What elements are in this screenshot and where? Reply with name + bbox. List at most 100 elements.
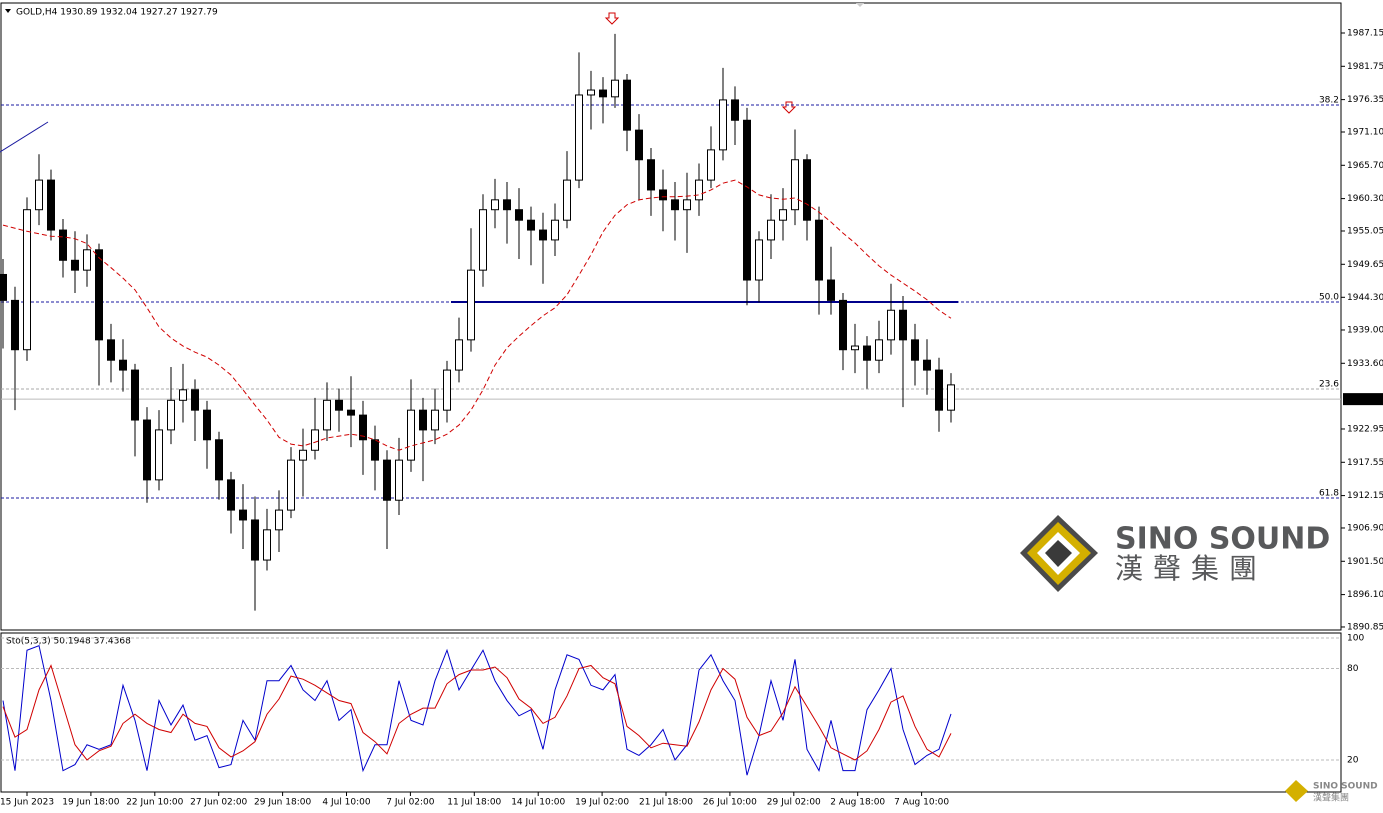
candle-body — [515, 209, 523, 221]
level-label: 38.2 — [1319, 95, 1339, 105]
candle-body — [683, 199, 691, 211]
logo: SINO SOUND 漢聲集團 — [1020, 515, 1330, 592]
candle-body — [539, 229, 547, 241]
candle-body — [299, 449, 307, 461]
candle-body — [635, 129, 643, 161]
candle-body — [395, 459, 403, 501]
candle-body — [263, 529, 271, 561]
stoch-tick-label: 20 — [1347, 755, 1359, 765]
candle-body — [827, 279, 835, 301]
candle-body — [731, 99, 739, 121]
y-tick-label: 1901.50 — [1347, 557, 1383, 567]
x-tick-label: 19 Jun 18:00 — [62, 798, 119, 808]
candle-body — [491, 199, 499, 211]
level-label: 23.6 — [1319, 380, 1339, 390]
candle-body — [923, 359, 931, 371]
trend-line — [0, 121, 49, 153]
level-label: 61.8 — [1319, 489, 1339, 499]
candle-body — [107, 339, 115, 361]
y-tick-label: 1944.30 — [1347, 293, 1383, 303]
candle-body — [899, 309, 907, 341]
candle-body — [11, 299, 19, 351]
candle-body — [347, 409, 355, 416]
candle-body — [671, 199, 679, 211]
x-tick-label: 29 Jun 18:00 — [254, 798, 311, 808]
x-tick-label: 4 Jul 10:00 — [322, 798, 371, 808]
y-tick-label: 1939.00 — [1347, 325, 1383, 335]
candle-body — [35, 179, 43, 211]
candle-body — [791, 159, 799, 211]
candle-body — [911, 339, 919, 361]
candle-body — [815, 219, 823, 281]
watermark-name: SINO SOUND — [1313, 782, 1378, 792]
x-tick-label: 19 Jul 02:00 — [575, 798, 629, 808]
candle-body — [275, 509, 283, 531]
candle-body — [503, 199, 511, 211]
candle-body — [935, 369, 943, 411]
candle-body — [419, 409, 427, 431]
candle-body — [551, 219, 559, 241]
y-tick-label: 1971.10 — [1347, 127, 1383, 137]
candle-body — [887, 309, 895, 341]
price-label: 1927.79 — [1346, 395, 1383, 405]
scroll-marker — [856, 3, 864, 7]
candle-body — [71, 259, 79, 271]
candle-body — [695, 179, 703, 201]
candle-body — [383, 459, 391, 501]
candle-body — [335, 399, 343, 411]
candle-body — [719, 99, 727, 151]
logo-name: SINO SOUND — [1115, 522, 1330, 557]
candle-body — [563, 179, 571, 221]
menu-triangle — [5, 9, 11, 13]
candle-body — [707, 149, 715, 181]
y-tick-label: 1960.30 — [1347, 194, 1383, 204]
x-tick-label: 14 Jul 10:00 — [511, 798, 565, 808]
x-tick-label: 15 Jun 2023 — [0, 798, 54, 808]
y-tick-label: 1922.95 — [1347, 424, 1383, 434]
stochastic-title: Sto(5,3,3) 50.1948 37.4368 — [6, 637, 131, 647]
candle-body — [179, 389, 187, 401]
stochastic-panel — [0, 632, 1342, 793]
y-tick-label: 1955.05 — [1347, 226, 1383, 236]
candle-body — [575, 94, 583, 181]
logo-chinese: 漢聲集團 — [1115, 552, 1267, 585]
price-box — [1343, 393, 1383, 406]
candle-body — [611, 79, 619, 98]
candle-body — [47, 179, 55, 231]
candle-body — [863, 345, 871, 361]
candle-body — [587, 89, 595, 96]
candle-body — [119, 359, 127, 371]
main-panel — [0, 2, 1342, 631]
candle-body — [323, 399, 331, 431]
chart-title: GOLD,H4 1930.89 1932.04 1927.27 1927.79 — [16, 8, 218, 18]
candle-body — [755, 239, 763, 281]
x-tick-label: 27 Jun 02:00 — [190, 798, 247, 808]
x-tick-label: 7 Aug 10:00 — [894, 798, 949, 808]
stoch-tick-label: 100 — [1347, 634, 1364, 644]
candle-body — [659, 189, 667, 201]
candle-body — [95, 249, 103, 341]
candle-body — [143, 419, 151, 481]
y-tick-label: 1906.90 — [1347, 523, 1383, 533]
candle-body — [467, 269, 475, 341]
candle-body — [359, 414, 367, 441]
candle-body — [479, 209, 487, 271]
candle-body — [167, 399, 175, 431]
candle-body — [743, 119, 751, 281]
stoch-line — [2, 664, 952, 761]
y-tick-label: 1912.15 — [1347, 491, 1383, 501]
candle-body — [371, 439, 379, 461]
moving-average — [2, 179, 952, 451]
y-tick-label: 1933.60 — [1347, 359, 1383, 369]
arrow — [604, 12, 797, 114]
candle-body — [59, 229, 67, 261]
candle-body — [431, 409, 439, 431]
candle-body — [455, 339, 463, 371]
candle-body — [803, 159, 811, 221]
stoch-tick-label: 80 — [1347, 664, 1359, 674]
candle-body — [443, 369, 451, 411]
x-tick-label: 22 Jun 10:00 — [126, 798, 183, 808]
x-tick-label: 21 Jul 18:00 — [639, 798, 693, 808]
x-tick-label: 7 Jul 02:00 — [386, 798, 435, 808]
